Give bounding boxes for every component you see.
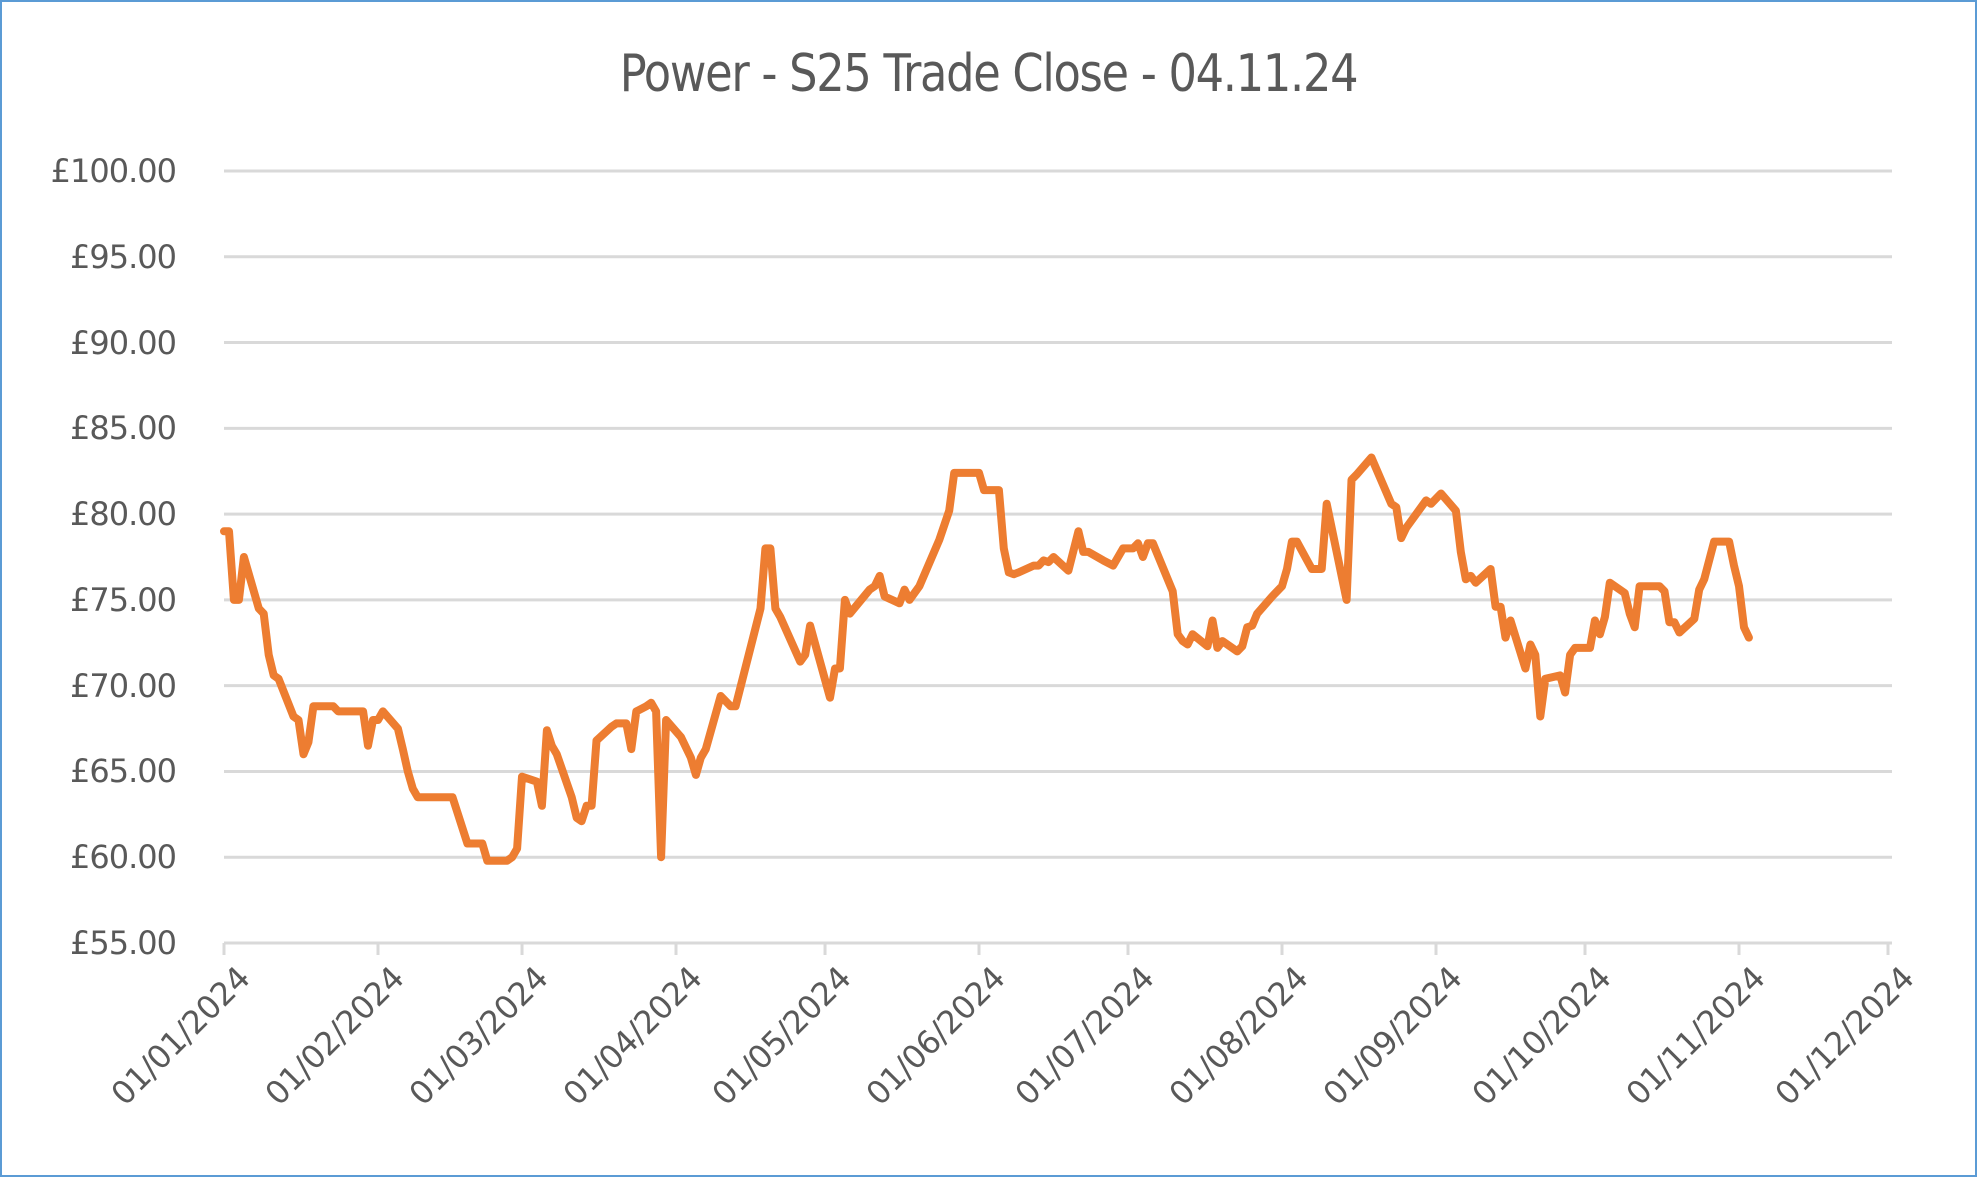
y-tick-label: £100.00: [50, 152, 177, 190]
y-tick-label: £85.00: [70, 409, 177, 448]
y-tick-label: £65.00: [70, 752, 177, 791]
price-line: [220, 453, 1753, 865]
y-tick-label: £80.00: [70, 495, 177, 534]
gridlines: [224, 169, 1892, 945]
y-tick-label: £95.00: [70, 237, 177, 276]
y-tick-label: £90.00: [70, 323, 177, 362]
y-tick-label: £55.00: [70, 924, 177, 962]
x-axis: [222, 943, 1890, 955]
chart-title: Power - S25 Trade Close - 04.11.24: [619, 44, 1359, 104]
y-tick-label: £75.00: [70, 580, 177, 619]
y-tick-label: £60.00: [70, 838, 177, 877]
y-tick-label: £70.00: [70, 666, 177, 705]
